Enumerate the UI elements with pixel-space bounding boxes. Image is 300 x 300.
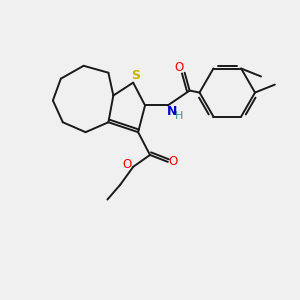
Text: N: N [167, 105, 177, 118]
Text: O: O [123, 158, 132, 171]
Text: H: H [175, 111, 183, 121]
Text: S: S [130, 69, 140, 82]
Text: O: O [168, 155, 177, 168]
Text: O: O [174, 61, 183, 74]
